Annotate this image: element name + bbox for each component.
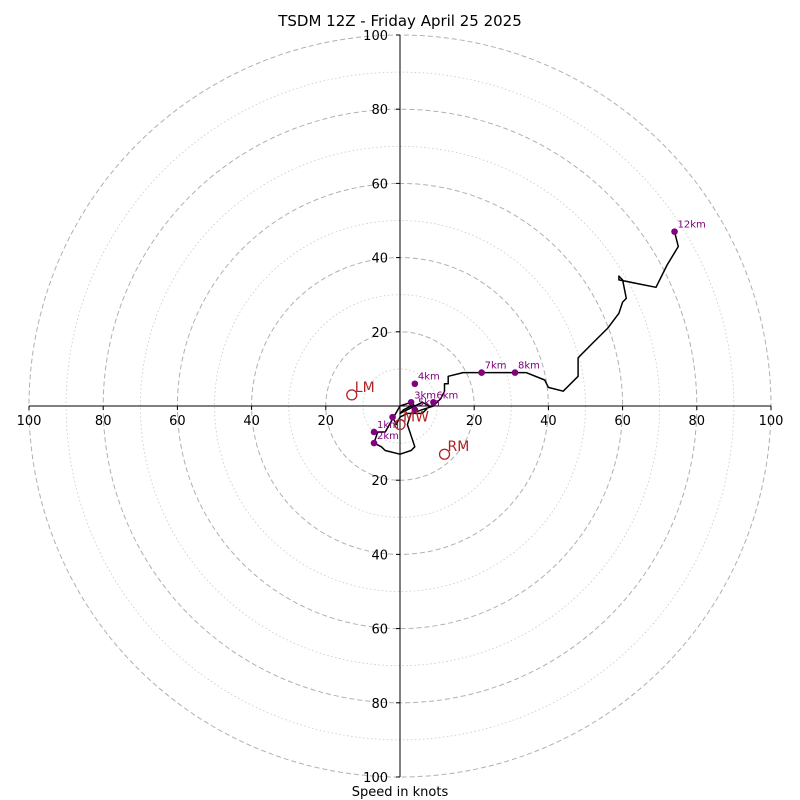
- x-tick-label: 40: [243, 414, 260, 429]
- hodograph-trace: [373, 231, 680, 455]
- x-tick-label: 80: [689, 414, 706, 429]
- height-marker-point: [430, 398, 437, 406]
- height-marker-label: 1km: [377, 420, 399, 431]
- height-marker-label: 3km: [414, 390, 436, 401]
- x-tick-label: 20: [318, 414, 335, 429]
- x-tick-label: 40: [540, 414, 557, 429]
- x-tick-label: 20: [466, 414, 483, 429]
- chart-title: TSDM 12Z - Friday April 25 2025: [277, 12, 522, 30]
- y-tick-label: 40: [371, 548, 388, 563]
- motion-marker-label: LM: [355, 380, 375, 396]
- height-marker-point: [370, 428, 378, 436]
- height-marker-point: [478, 369, 485, 376]
- x-axis-label: Speed in knots: [352, 785, 449, 800]
- height-marker-point: [370, 439, 378, 447]
- y-tick-label: 60: [371, 623, 388, 638]
- motion-marker-label: RM: [448, 439, 470, 455]
- y-tick-label: 80: [371, 697, 388, 712]
- motion-marker-label: MW: [403, 410, 429, 426]
- x-tick-label: 60: [614, 414, 631, 429]
- y-tick-label: 80: [371, 103, 388, 118]
- height-marker-point: [511, 369, 519, 376]
- x-tick-label: 60: [169, 414, 186, 429]
- height-marker-point: [407, 398, 415, 406]
- height-marker-point: [411, 380, 419, 388]
- hodograph-line: [373, 231, 680, 455]
- y-tick-label: 100: [363, 29, 388, 44]
- height-marker-point: [389, 413, 396, 421]
- y-tick-label: 60: [371, 177, 388, 192]
- height-marker-label: 6km: [436, 390, 458, 401]
- y-tick-label: 20: [371, 474, 388, 489]
- x-tick-label: 80: [95, 414, 112, 429]
- height-marker-point: [411, 406, 419, 414]
- tick-labels: 100 80 60 40 20 20 40 60 80 100 100 80 60 40 20 20 40 60 8…: [17, 29, 784, 786]
- height-marker-label: 4km: [418, 372, 440, 383]
- height-marker-label: 2km: [377, 431, 399, 442]
- height-marker-label: 7km: [485, 361, 507, 372]
- y-tick-label: 40: [371, 252, 388, 267]
- storm-motion-markers: LM RM MW: [346, 380, 470, 460]
- height-marker-label: 12km: [678, 220, 706, 231]
- motion-marker-point: [346, 389, 358, 401]
- x-tick-label: 100: [759, 414, 784, 429]
- y-tick-label: 100: [363, 771, 388, 786]
- height-marker-point: [671, 228, 678, 235]
- x-tick-label: 100: [17, 414, 42, 429]
- height-marker-label: 8km: [518, 361, 540, 372]
- motion-marker-point: [438, 448, 451, 460]
- height-marker-label: 5km: [418, 398, 440, 409]
- motion-marker-point: [394, 418, 406, 431]
- y-tick-label: 20: [371, 326, 388, 341]
